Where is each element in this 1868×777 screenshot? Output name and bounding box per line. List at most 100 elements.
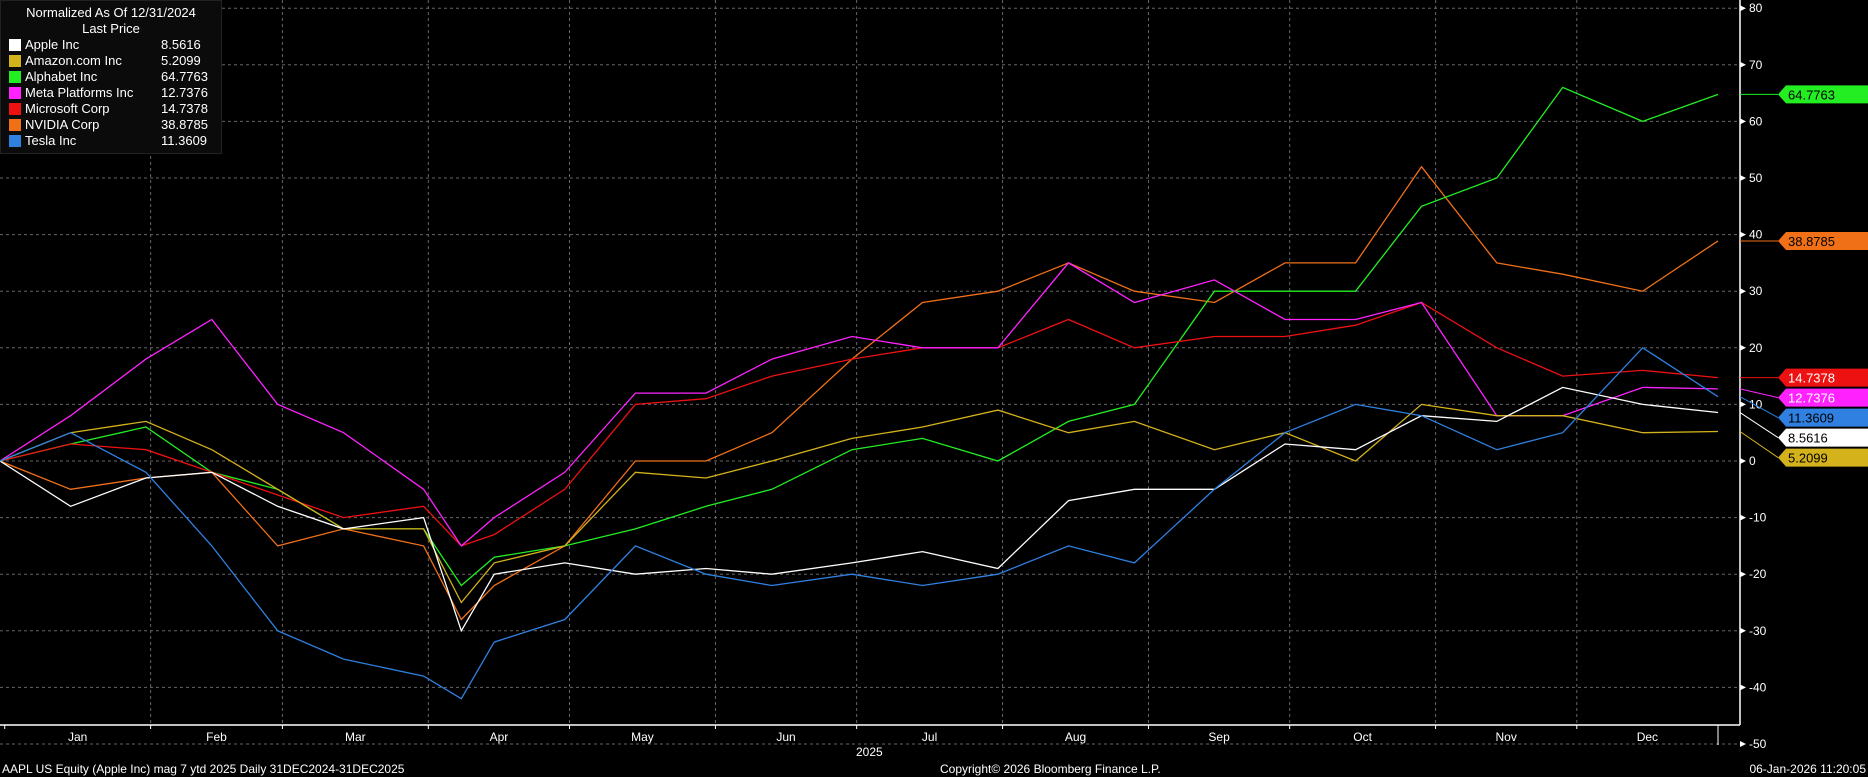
last-price-badge-label: 64.7763	[1788, 87, 1835, 102]
x-tick-label: Feb	[206, 730, 227, 744]
legend-item: NVIDIA Corp 38.8785	[1, 117, 221, 133]
legend-swatch	[9, 103, 21, 115]
y-tick-label: 50	[1749, 171, 1763, 185]
y-tick	[1740, 514, 1746, 521]
legend-name: Amazon.com Inc	[25, 53, 122, 68]
legend-value: 12.7376	[161, 85, 208, 100]
footer-timestamp: 06-Jan-2026 11:20:05	[1749, 762, 1866, 776]
legend-swatch	[9, 135, 21, 147]
footer-security: AAPL US Equity (Apple Inc) mag 7 ytd 202…	[2, 762, 405, 776]
y-tick-label: 10	[1749, 397, 1763, 411]
last-price-leader	[1739, 412, 1779, 439]
x-tick-label: Sep	[1208, 730, 1230, 744]
legend-value: 38.8785	[161, 117, 208, 132]
last-price-badge	[1778, 408, 1868, 427]
series-line-tesla-inc	[0, 346, 1719, 700]
y-tick-label: 40	[1749, 228, 1763, 242]
last-price-badge	[1778, 428, 1868, 447]
y-tick	[1740, 458, 1746, 464]
y-tick	[1740, 231, 1746, 238]
y-tick-label: 20	[1749, 341, 1763, 355]
legend-name: Tesla Inc	[25, 133, 77, 148]
legend-item: Tesla Inc 11.3609	[1, 133, 221, 149]
legend-title: Normalized As Of 12/31/2024	[26, 5, 196, 20]
y-tick-label: 30	[1749, 284, 1763, 298]
x-tick-label: Aug	[1065, 730, 1086, 744]
x-tick-label: Dec	[1637, 730, 1658, 744]
legend-item: Alphabet Inc 64.7763	[1, 69, 221, 85]
last-price-badge	[1778, 388, 1868, 407]
legend-swatch	[9, 87, 21, 99]
legend-name: Microsoft Corp	[25, 101, 110, 116]
legend-swatch	[9, 71, 21, 83]
y-tick	[1740, 571, 1746, 578]
legend-name: NVIDIA Corp	[25, 117, 100, 132]
y-tick-label: -40	[1749, 680, 1767, 694]
last-price-badge-label: 5.2099	[1788, 451, 1828, 466]
legend: Normalized As Of 12/31/2024 Last Price A…	[0, 0, 222, 154]
x-tick-label: May	[631, 730, 654, 744]
series-line-microsoft-corp	[0, 301, 1719, 547]
legend-name: Meta Platforms Inc	[25, 85, 134, 100]
y-tick-label: 80	[1749, 1, 1763, 15]
legend-value: 11.3609	[161, 133, 208, 148]
legend-swatch	[9, 55, 21, 67]
y-tick	[1740, 61, 1746, 68]
last-price-badge	[1778, 85, 1868, 104]
legend-item: Apple Inc 8.5616	[1, 37, 221, 53]
series-line-amazon-com-inc	[0, 403, 1719, 604]
x-tick-label: Jan	[68, 730, 87, 744]
y-tick	[1740, 401, 1746, 408]
last-price-badge-label: 14.7378	[1788, 371, 1835, 386]
last-price-badge-label: 38.8785	[1788, 234, 1835, 249]
y-tick	[1740, 627, 1746, 634]
last-price-badge	[1778, 368, 1868, 387]
y-tick-label: 60	[1749, 114, 1763, 128]
last-price-leader	[1739, 431, 1779, 458]
x-axis-year-label: 2025	[856, 745, 883, 759]
last-price-badge	[1778, 231, 1868, 250]
y-tick	[1740, 118, 1746, 125]
legend-swatch	[9, 39, 21, 51]
legend-subtitle: Last Price	[82, 21, 140, 36]
last-price-badge-label: 8.5616	[1788, 431, 1828, 446]
y-tick-label: -30	[1749, 624, 1767, 638]
legend-value: 64.7763	[161, 69, 208, 84]
series-line-nvidia-corp	[0, 165, 1719, 621]
legend-name: Apple Inc	[25, 37, 80, 52]
last-price-leader	[1739, 396, 1779, 419]
y-tick	[1740, 288, 1746, 295]
y-tick	[1740, 5, 1746, 12]
x-tick-label: Mar	[345, 730, 366, 744]
y-tick	[1740, 741, 1746, 747]
legend-item: Microsoft Corp 14.7378	[1, 101, 221, 117]
series-line-meta-platforms-inc	[0, 262, 1719, 547]
x-tick-label: Apr	[490, 730, 509, 744]
series-line-apple-inc	[0, 386, 1719, 633]
y-tick	[1740, 344, 1746, 351]
y-tick-label: 0	[1749, 454, 1756, 468]
legend-rows: Apple Inc 8.5616 Amazon.com Inc 5.2099 Alpha…	[1, 37, 221, 149]
legend-item: Meta Platforms Inc 12.7376	[1, 85, 221, 101]
y-tick-label: -20	[1749, 567, 1767, 581]
legend-value: 14.7378	[161, 101, 208, 116]
series-line-alphabet-inc	[0, 86, 1719, 587]
legend-value: 5.2099	[161, 53, 201, 68]
y-tick	[1740, 684, 1746, 691]
last-price-leader	[1739, 388, 1779, 399]
legend-item: Amazon.com Inc 5.2099	[1, 53, 221, 69]
last-price-badge-label: 12.7376	[1788, 391, 1835, 406]
x-tick-label: Nov	[1496, 730, 1517, 744]
x-tick-label: Oct	[1353, 730, 1372, 744]
y-tick-label: 70	[1749, 58, 1763, 72]
y-tick-label: -10	[1749, 511, 1767, 525]
last-price-badge	[1778, 448, 1868, 467]
legend-swatch	[9, 119, 21, 131]
footer-copyright: Copyright© 2026 Bloomberg Finance L.P.	[940, 762, 1161, 776]
y-tick	[1740, 175, 1746, 181]
legend-name: Alphabet Inc	[25, 69, 98, 84]
x-tick-label: Jun	[776, 730, 795, 744]
legend-value: 8.5616	[161, 37, 201, 52]
y-tick-label: -50	[1749, 737, 1767, 751]
